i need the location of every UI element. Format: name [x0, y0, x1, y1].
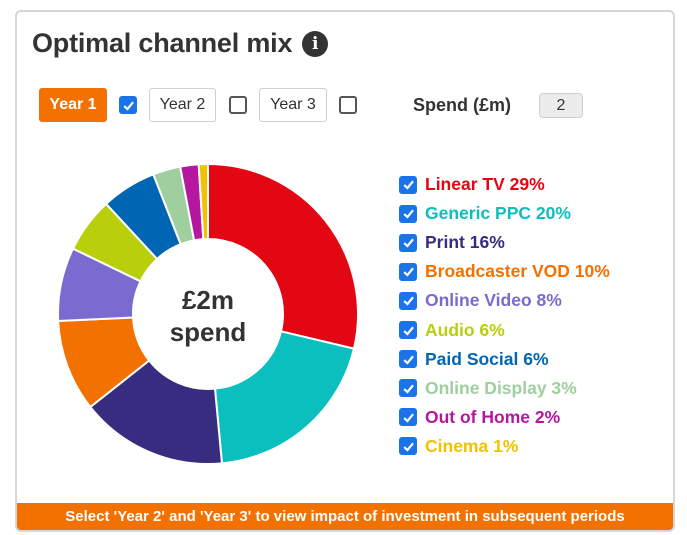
legend-item-cinema[interactable]: Cinema 1% [399, 432, 610, 461]
year-3-checkbox[interactable] [339, 96, 357, 114]
spend-label: Spend (£m) [413, 95, 512, 115]
page-title: Optimal channel mix [32, 28, 293, 58]
spend-input[interactable]: 2 [539, 93, 583, 118]
legend-item-linear-tv[interactable]: Linear TV 29% [399, 170, 610, 199]
legend-item-paid-social[interactable]: Paid Social 6% [399, 345, 610, 374]
year-2-button[interactable]: Year 2 [149, 88, 216, 122]
year-2-checkbox[interactable] [229, 96, 247, 114]
legend-checkbox-audio[interactable] [399, 321, 417, 340]
legend-label-out-of-home: Out of Home 2% [425, 406, 561, 427]
donut-slice-generic-ppc[interactable] [213, 330, 356, 465]
legend-item-online-video[interactable]: Online Video 8% [399, 286, 610, 315]
footer-hint: Select 'Year 2' and 'Year 3' to view imp… [17, 503, 673, 530]
donut-center-amount: £2m [182, 285, 234, 315]
legend-item-online-display[interactable]: Online Display 3% [399, 374, 610, 403]
legend-checkbox-paid-social[interactable] [399, 350, 417, 369]
legend-label-online-video: Online Video 8% [425, 290, 562, 311]
info-icon[interactable]: i [302, 30, 329, 57]
legend-label-print: Print 16% [425, 232, 505, 253]
legend-checkbox-online-video[interactable] [399, 291, 417, 310]
year-3-button[interactable]: Year 3 [259, 88, 327, 122]
year-1-checkbox[interactable] [119, 96, 137, 114]
legend-label-linear-tv: Linear TV 29% [425, 174, 545, 195]
check-icon [402, 413, 414, 423]
channel-donut-chart: £2m spend [57, 163, 359, 465]
legend-label-cinema: Cinema 1% [425, 435, 519, 456]
check-icon [402, 267, 414, 277]
legend-label-paid-social: Paid Social 6% [425, 348, 549, 369]
legend-label-online-display: Online Display 3% [425, 377, 577, 398]
legend-item-print[interactable]: Print 16% [399, 228, 610, 257]
check-icon [402, 209, 414, 219]
check-icon [402, 326, 414, 336]
donut-slice-cinema[interactable] [197, 163, 209, 241]
legend-item-generic-ppc[interactable]: Generic PPC 20% [399, 199, 610, 228]
legend-checkbox-broadcaster-vod[interactable] [399, 262, 417, 281]
donut-slice-linear-tv[interactable] [207, 163, 359, 350]
legend-item-out-of-home[interactable]: Out of Home 2% [399, 403, 610, 432]
legend-label-generic-ppc: Generic PPC 20% [425, 203, 571, 224]
year-1-button[interactable]: Year 1 [39, 88, 107, 122]
legend-checkbox-online-display[interactable] [399, 379, 417, 398]
legend-item-broadcaster-vod[interactable]: Broadcaster VOD 10% [399, 257, 610, 286]
legend-item-audio[interactable]: Audio 6% [399, 315, 610, 344]
legend-checkbox-cinema[interactable] [399, 437, 417, 456]
legend-label-broadcaster-vod: Broadcaster VOD 10% [425, 261, 610, 282]
legend-label-audio: Audio 6% [425, 319, 505, 340]
check-icon [402, 238, 414, 248]
legend-checkbox-out-of-home[interactable] [399, 408, 417, 427]
title-row: Optimal channel mix i [32, 28, 329, 59]
legend-checkbox-print[interactable] [399, 233, 417, 252]
check-icon [402, 384, 414, 394]
year-controls: Year 1 Year 2 Year 3 Spend (£m) 2 [17, 88, 673, 124]
check-icon [402, 355, 414, 365]
channel-mix-card: Optimal channel mix i Year 1 Year 2 Year… [15, 10, 675, 532]
check-icon [122, 101, 134, 111]
chart-legend: Linear TV 29% Generic PPC 20% Print 16% Bro… [399, 170, 610, 461]
check-icon [402, 442, 414, 452]
check-icon [402, 296, 414, 307]
donut-center-label: spend [170, 317, 247, 347]
check-icon [402, 180, 414, 190]
legend-checkbox-linear-tv[interactable] [399, 175, 417, 194]
legend-checkbox-generic-ppc[interactable] [399, 204, 417, 223]
